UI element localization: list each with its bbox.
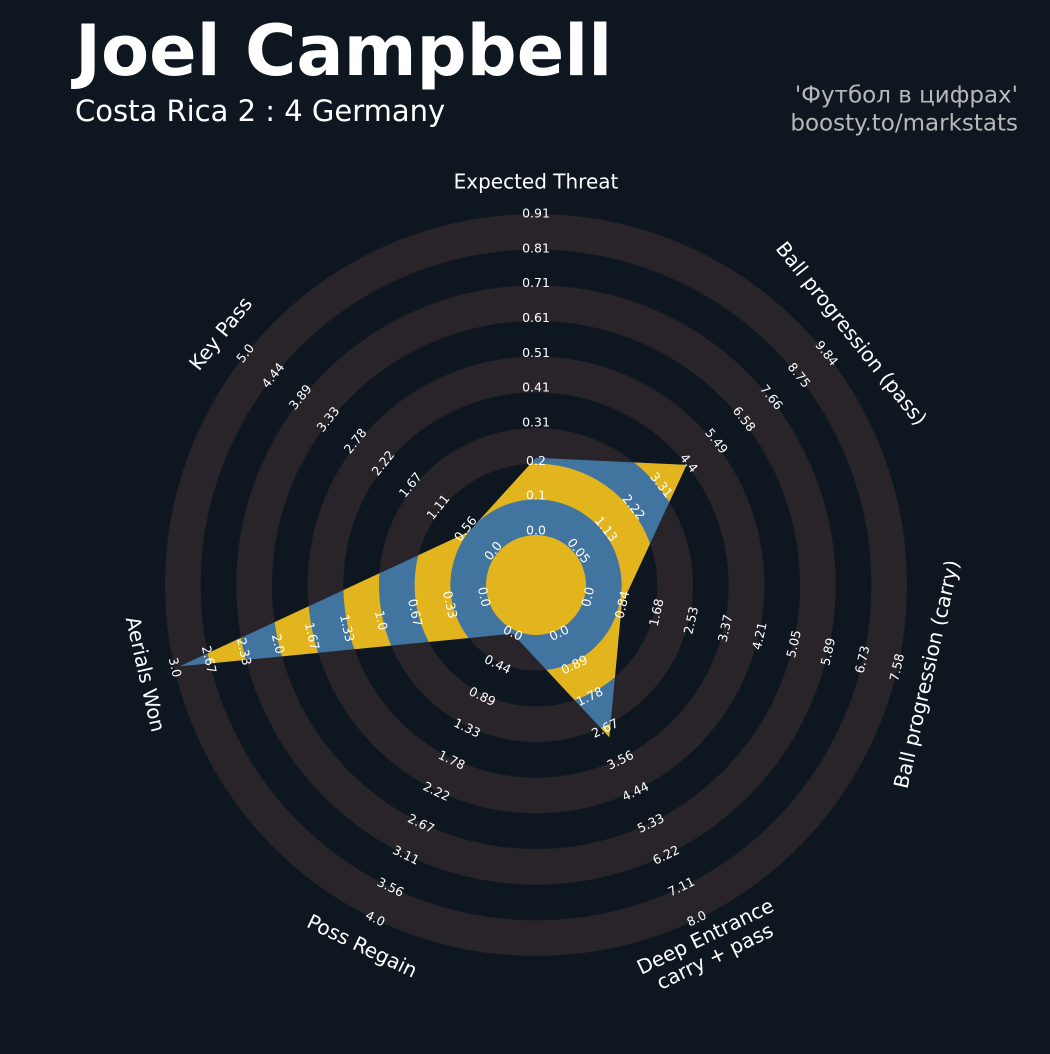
radar-ring bbox=[486, 535, 586, 635]
credit: 'Футбол в цифрах' bbox=[795, 83, 1018, 109]
chart-title: Joel Campbell bbox=[71, 10, 612, 92]
axis-label: Aerials Won bbox=[121, 614, 171, 734]
tick-label: 2.0 bbox=[269, 632, 288, 655]
tick-label: 4.21 bbox=[749, 621, 770, 651]
radar-ring bbox=[343, 457, 687, 738]
tick-label: 0.31 bbox=[522, 415, 550, 430]
tick-label: 3.37 bbox=[715, 613, 736, 643]
axis-label: Expected Threat bbox=[454, 170, 619, 194]
rings bbox=[164, 213, 908, 957]
tick-label: 0.71 bbox=[522, 275, 550, 290]
ring-band bbox=[236, 285, 836, 885]
tick-label: 5.89 bbox=[817, 636, 838, 667]
ring-band bbox=[307, 356, 765, 814]
tick-label: 7.58 bbox=[886, 652, 907, 683]
tick-label: 0.51 bbox=[522, 345, 550, 360]
tick-label: 0.1 bbox=[526, 488, 546, 503]
tick-label: 0.84 bbox=[612, 589, 633, 620]
tick-label: 1.0 bbox=[372, 609, 391, 632]
tick-label: 0.81 bbox=[522, 240, 550, 255]
tick-label: 0.0 bbox=[475, 585, 494, 608]
tick-label: 5.05 bbox=[783, 629, 804, 659]
tick-label: 1.33 bbox=[337, 613, 358, 643]
tick-label: 1.67 bbox=[302, 621, 323, 651]
credit: boosty.to/markstats bbox=[790, 111, 1018, 137]
tick-label: 0.61 bbox=[522, 310, 550, 325]
tick-label: 3.0 bbox=[166, 656, 185, 679]
tick-label: 0.91 bbox=[522, 206, 550, 221]
tick-label: 2.67 bbox=[199, 644, 220, 674]
tick-label: 6.73 bbox=[852, 644, 873, 674]
tick-label: 0.33 bbox=[440, 589, 461, 619]
tick-label: 2.53 bbox=[680, 605, 701, 635]
tick-label: 0.0 bbox=[526, 523, 546, 538]
tick-label: 0.41 bbox=[522, 380, 550, 395]
tick-label: 0.67 bbox=[405, 597, 426, 627]
chart-subtitle: Costa Rica 2 : 4 Germany bbox=[75, 94, 445, 128]
ring-band bbox=[164, 213, 908, 957]
tick-label: 0.2 bbox=[526, 453, 546, 468]
tick-label: 0.0 bbox=[578, 585, 597, 608]
tick-label: 2.33 bbox=[234, 636, 255, 666]
tick-label: 1.68 bbox=[646, 597, 667, 628]
